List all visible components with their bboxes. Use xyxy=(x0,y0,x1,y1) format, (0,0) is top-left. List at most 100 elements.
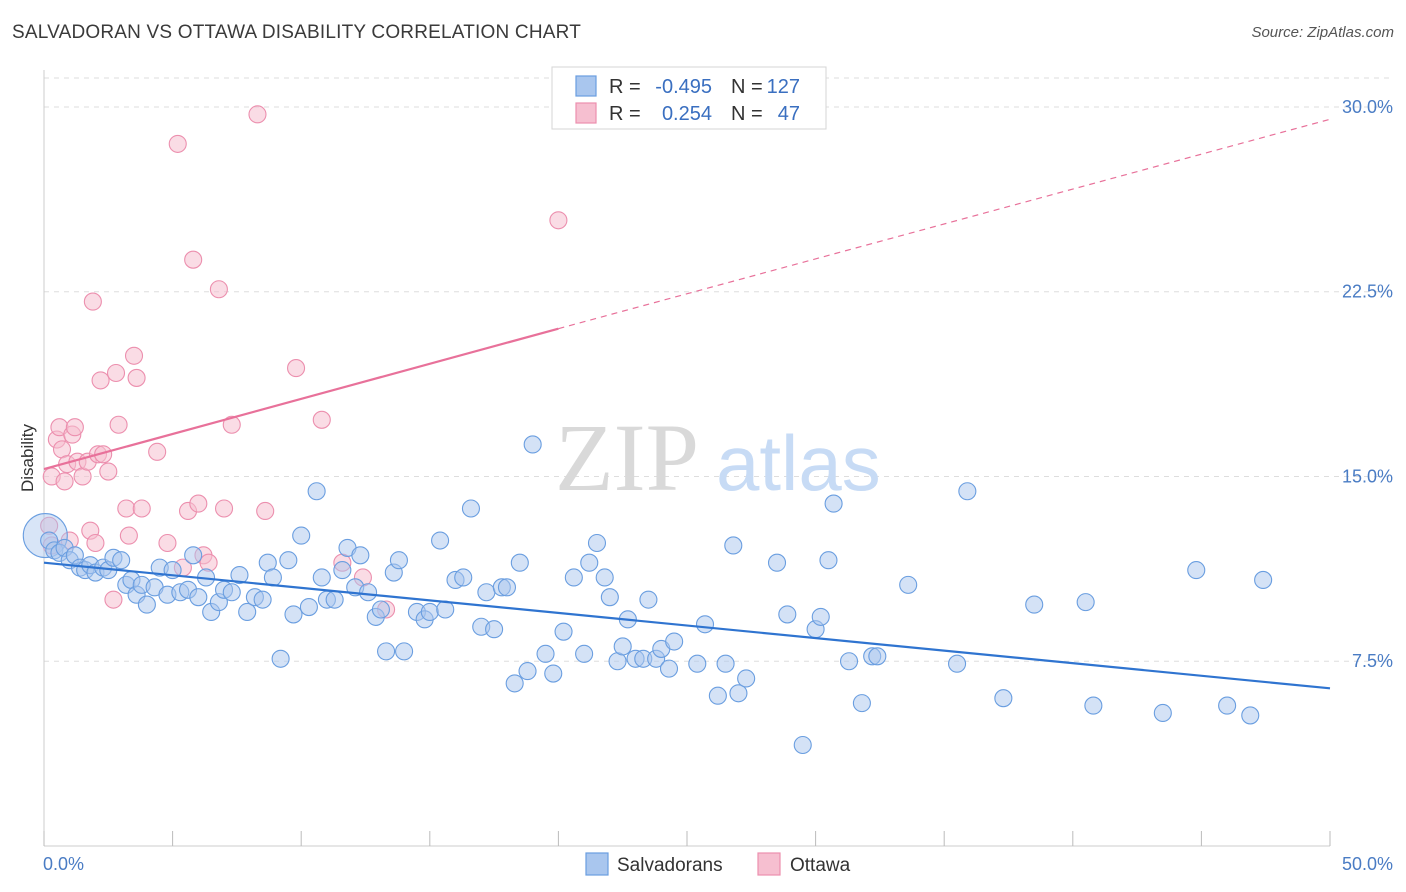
y-tick-label: 7.5% xyxy=(1352,651,1393,671)
salvadoran-point xyxy=(389,551,408,570)
y-tick-label: 30.0% xyxy=(1342,97,1393,117)
salvadoran-point xyxy=(737,669,756,688)
salvadoran-point xyxy=(767,553,787,572)
ottawa-point xyxy=(99,462,118,481)
series-legend-label-salvadorans: Salvadorans xyxy=(617,855,723,876)
legend-r-label-1: R = xyxy=(609,76,641,98)
salvadoran-point xyxy=(554,622,573,641)
x-tick-label-end: 50.0% xyxy=(1342,854,1393,874)
trendlines xyxy=(43,118,1331,690)
salvadoran-point xyxy=(371,600,390,619)
salvadoran-point xyxy=(510,553,529,572)
stats-legend: R = -0.495 N = 127 R = 0.254 N = 47 xyxy=(551,66,827,130)
salvadoran-point xyxy=(819,551,838,570)
ottawa-point xyxy=(199,553,218,572)
salvadoran-point xyxy=(112,551,131,570)
salvadoran-point xyxy=(600,588,619,607)
salvadoran-point xyxy=(1084,696,1103,715)
ottawa-point xyxy=(209,280,228,299)
salvadoran-point xyxy=(729,684,748,703)
ottawa-points xyxy=(40,105,568,619)
salvadoran-point xyxy=(137,595,156,614)
salvadoran-point xyxy=(824,494,843,513)
y-axis-title: Disability xyxy=(18,423,37,492)
salvadoran-point xyxy=(307,482,326,501)
ottawa-point xyxy=(312,410,331,429)
salvadoran-point xyxy=(461,499,481,518)
salvadoran-point xyxy=(536,644,555,663)
salvadoran-point xyxy=(359,583,378,602)
ottawa-point xyxy=(168,134,187,153)
salvadoran-point xyxy=(564,568,583,587)
salvadoran-point xyxy=(716,654,735,673)
legend-swatch-salvadorans xyxy=(575,75,597,97)
salvadoran-point xyxy=(724,536,743,555)
ottawa-point xyxy=(148,442,167,461)
salvadoran-point xyxy=(222,583,241,602)
salvadoran-point xyxy=(325,590,344,609)
salvadoran-point xyxy=(230,565,249,585)
series-legend-swatch-salvadorans xyxy=(585,852,609,876)
y-tick-label: 15.0% xyxy=(1342,466,1393,486)
salvadoran-point xyxy=(595,568,614,587)
salvadoran-point xyxy=(477,583,496,602)
salvadoran-point xyxy=(299,597,318,617)
salvadoran-point xyxy=(485,620,504,639)
salvadoran-point xyxy=(1218,696,1237,715)
ottawa-point xyxy=(132,499,151,518)
legend-n-value-1: 127 xyxy=(767,76,800,98)
salvadoran-point xyxy=(1187,561,1206,580)
salvadoran-point xyxy=(253,590,272,609)
ottawa-point xyxy=(124,346,144,365)
salvadoran-point xyxy=(454,568,473,587)
x-ticks xyxy=(43,831,1331,846)
ottawa-point xyxy=(158,533,177,553)
salvadoran-point xyxy=(377,642,396,661)
ottawa-point xyxy=(119,526,138,545)
salvadoran-point xyxy=(420,602,439,622)
salvadoran-point xyxy=(284,605,303,624)
salvadoran-point xyxy=(587,533,607,553)
salvadoran-point xyxy=(1241,706,1260,725)
salvadoran-point xyxy=(505,674,524,693)
ottawa-point xyxy=(65,418,84,437)
salvadoran-point xyxy=(899,575,918,594)
y-tick-label: 22.5% xyxy=(1342,282,1393,302)
salvadoran-point xyxy=(793,735,812,755)
salvadoran-point xyxy=(811,607,830,626)
ottawa-point xyxy=(189,494,208,513)
ottawa-point xyxy=(287,359,306,378)
legend-r-value-1: -0.495 xyxy=(655,76,712,98)
salvadoran-point xyxy=(575,644,594,663)
salvadoran-point xyxy=(580,553,599,572)
ottawa-trendline xyxy=(43,327,559,471)
ottawa-point xyxy=(86,533,105,553)
ottawa-point xyxy=(117,499,136,518)
salvadoran-point xyxy=(665,632,684,651)
salvadoran-point xyxy=(395,642,414,661)
salvadoran-point xyxy=(544,664,563,683)
legend-n-label-1: N = xyxy=(731,76,763,98)
salvadoran-point xyxy=(994,689,1013,708)
series-legend-swatch-ottawa xyxy=(757,852,781,876)
salvadoran-point xyxy=(839,652,859,671)
salvadoran-point xyxy=(189,588,208,607)
ottawa-point xyxy=(83,292,102,311)
salvadoran-point xyxy=(497,578,517,597)
salvadoran-point xyxy=(852,694,871,713)
salvadoran-point xyxy=(184,546,203,565)
salvadoran-point xyxy=(292,526,311,545)
salvadoran-point xyxy=(431,531,450,550)
ottawa-point xyxy=(109,415,128,434)
salvadoran-point xyxy=(1076,593,1095,612)
salvadoran-point xyxy=(1153,703,1172,723)
watermark: ZIP atlas xyxy=(555,404,881,511)
salvadoran-point xyxy=(238,602,257,622)
legend-r-value-2: 0.254 xyxy=(662,103,712,125)
ottawa-point xyxy=(549,211,568,230)
watermark-zip: ZIP xyxy=(555,404,699,511)
salvadoran-point xyxy=(948,654,967,673)
ottawa-trendline-extension xyxy=(558,118,1331,330)
ottawa-point xyxy=(55,472,74,491)
